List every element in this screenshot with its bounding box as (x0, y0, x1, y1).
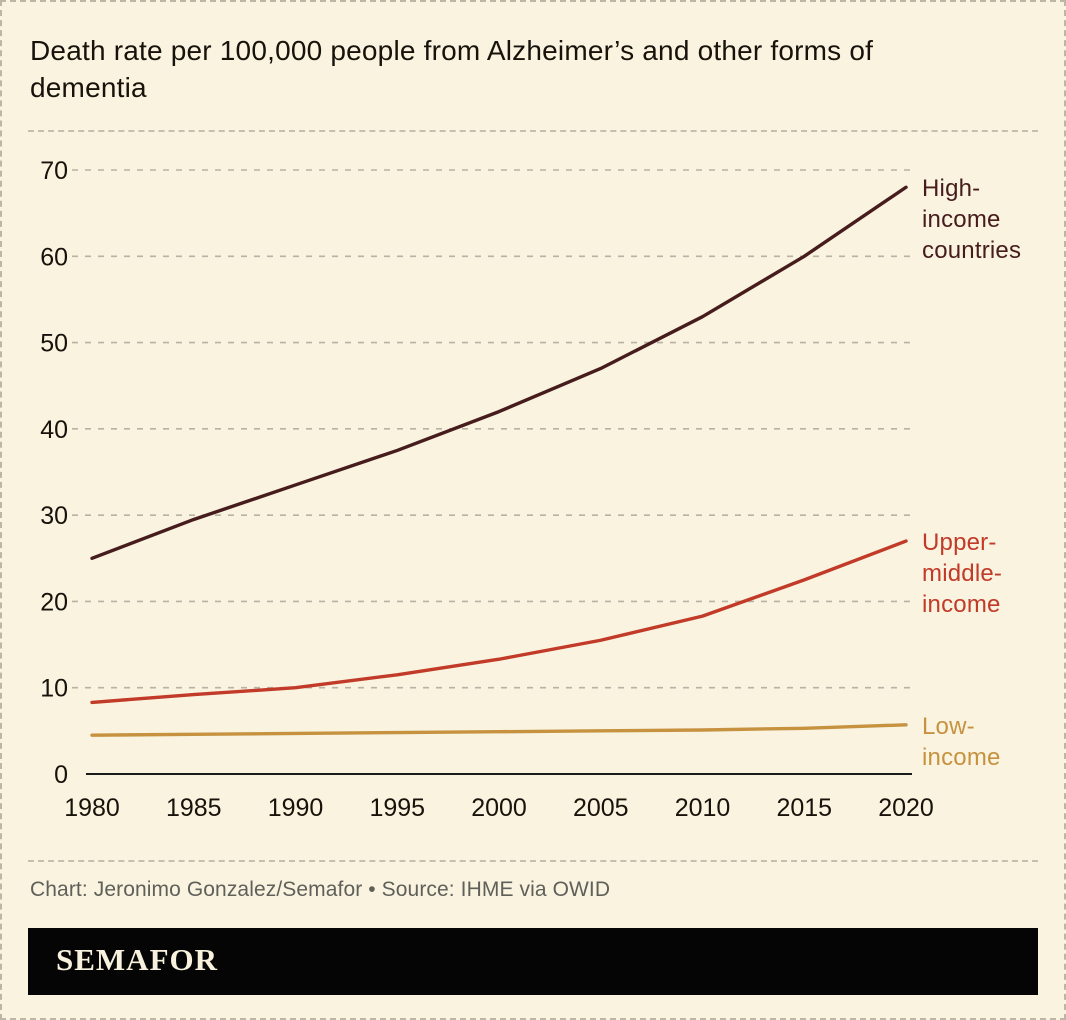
chart-canvas: 0 10 20 30 40 50 60 70 1980 1985 1990 1995 2000 2005 2… (40, 157, 934, 822)
y-tick-label: 40 (40, 416, 68, 444)
series-line-1 (90, 539, 908, 705)
separator-top (28, 130, 1038, 132)
x-tick-label: 1985 (166, 794, 222, 822)
y-tick-label: 30 (40, 502, 68, 530)
x-tick-label: 2000 (471, 794, 527, 822)
series-label-0: High-income countries (922, 175, 1022, 265)
chart-title: Death rate per 100,000 people from Alzhe… (30, 35, 874, 103)
y-tick-label: 0 (54, 761, 68, 789)
y-tick-label: 60 (40, 243, 68, 271)
series-label-1: Upper-middle-income (922, 529, 1003, 619)
x-tick-label: 2010 (675, 794, 731, 822)
x-tick-label: 1990 (268, 794, 324, 822)
brand-logo: SEMAFOR (56, 942, 218, 977)
x-tick-label: 2015 (776, 794, 832, 822)
x-tick-label: 1995 (369, 794, 425, 822)
separator-bottom (28, 860, 1038, 862)
series-line-0 (90, 185, 908, 560)
chart-credit: Chart: Jeronimo Gonzalez/Semafor • Sourc… (30, 878, 611, 901)
y-tick-label: 10 (40, 675, 68, 703)
y-tick-label: 20 (40, 588, 68, 616)
y-tick-label: 50 (40, 330, 68, 358)
y-tick-label: 70 (40, 157, 68, 185)
chart-area: 0 10 20 30 40 50 60 70 1980 1985 1990 1995 2000 2005 2… (28, 140, 1038, 824)
x-tick-label: 2005 (573, 794, 629, 822)
brand-bar: SEMAFOR (28, 928, 1038, 995)
x-tick-label: 1980 (64, 794, 120, 822)
x-tick-label: 2020 (878, 794, 934, 822)
series-line-2 (90, 723, 908, 737)
series-label-2: Low-income (922, 712, 1001, 771)
